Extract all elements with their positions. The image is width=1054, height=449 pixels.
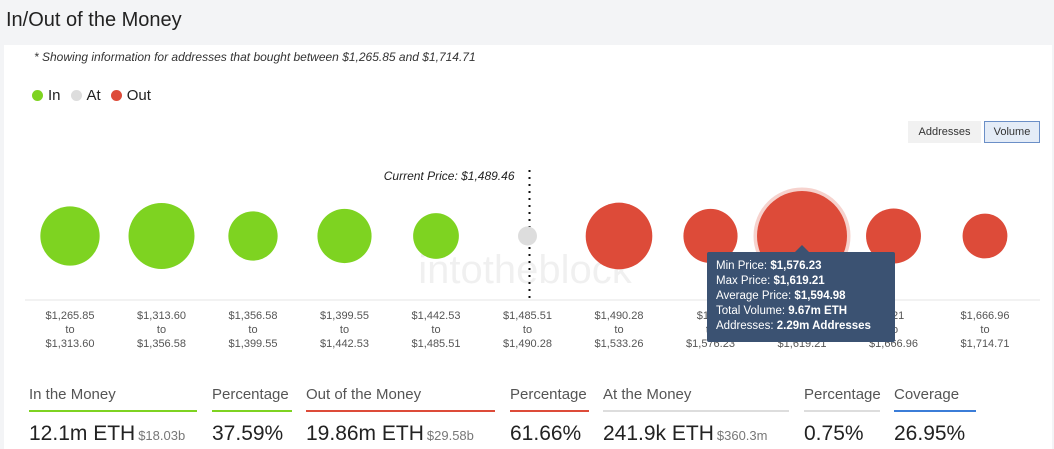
legend-in-label: In [48,87,61,104]
range-note: * Showing information for addresses that… [34,50,476,64]
bucket-label-to-word: to [614,324,623,336]
bucket-label-to-word: to [65,324,74,336]
bubble-out [683,208,738,264]
volume-toggle-button[interactable]: Volume [984,121,1040,143]
legend-item-at[interactable]: At [70,87,101,104]
bucket-label-to: $1,313.60 [46,338,95,350]
bucket-label-to: $1,485.51 [412,338,461,350]
bucket-label-from: $1,666.96 [961,310,1010,322]
bucket-label-to-word: to [248,324,257,336]
legend-at-label: At [86,87,101,104]
tooltip-row-max-price: Max Price: $1,619.21 [716,275,825,287]
bubble-in [128,203,195,269]
stat-value: 26.95% [894,422,966,445]
stat-bar [510,410,589,412]
bubble-out [962,213,1008,259]
bubble-in [40,206,100,266]
stat-bar [603,410,789,412]
bucket-label-to: $1,533.26 [595,338,644,350]
stat-bar [212,410,292,412]
bubble-in [317,208,372,264]
bucket-label-from: $1,490.28 [595,310,644,322]
stat-value: 61.66% [510,422,582,445]
stat-label: Percentage [510,386,587,403]
stat-in-the-money: In the Money 12.1m ETH $18.03b [29,386,197,446]
stat-out-of-the-money: Out of the Money 19.86m ETH $29.58b [306,386,495,446]
stat-label: Coverage [894,386,960,403]
tooltip-row-average-price: Average Price: $1,594.98 [716,290,846,302]
bucket-label-from: $1,442.53 [412,310,461,322]
stat-coverage: Coverage 26.95% [894,386,976,446]
stat-bar [894,410,976,412]
bucket-label-to: $1,356.58 [137,338,186,350]
bucket-label-to: $1,714.71 [961,338,1010,350]
stat-bar [804,410,880,412]
page-title: In/Out of the Money [6,9,182,31]
legend-at-dot [70,90,82,101]
stat-label: In the Money [29,386,116,403]
stat-label: Percentage [804,386,881,403]
bubble-out [866,208,921,264]
stat-at-the-money: At the Money 241.9k ETH $360.3m [603,386,789,446]
tooltip-row-total-volume: Total Volume: 9.67m ETH [716,305,848,317]
legend-out-label: Out [126,87,151,104]
addresses-toggle-button[interactable]: Addresses [908,121,981,143]
bubble-out [585,202,653,270]
legend-item-out[interactable]: Out [110,87,151,104]
bucket-label-from: $1,485.51 [503,310,552,322]
stat-in-percentage: Percentage 37.59% [212,386,292,446]
bubble-in [413,213,459,259]
stat-value: 241.9k ETH $360.3m [603,422,768,445]
bubble-at [518,226,537,246]
bucket-label-to-word: to [157,324,166,336]
bucket-tooltip: Min Price: $1,576.23 Max Price: $1,619.2… [707,252,895,342]
stat-label: Percentage [212,386,289,403]
bucket-label-to: $1,442.53 [320,338,369,350]
bucket-label-to-word: to [431,324,440,336]
bubble-in [228,211,278,261]
bucket-label-to: $1,399.55 [229,338,278,350]
stat-out-percentage: Percentage 61.66% [510,386,589,446]
stat-at-percentage: Percentage 0.75% [804,386,881,446]
bucket-label-to: $1,490.28 [503,338,552,350]
legend: In At Out [32,87,151,104]
bucket-label-from: $1,399.55 [320,310,369,322]
stat-bar [306,410,495,412]
tooltip-row-addresses: Addresses: 2.29m Addresses [716,320,871,332]
legend-in-dot [32,90,43,101]
bucket-label-to-word: to [523,324,532,336]
bucket-label-to-word: to [980,324,989,336]
tooltip-arrow [795,245,809,252]
bucket-label-from: $1,313.60 [137,310,186,322]
current-price-label: Current Price: $1,489.46 [384,169,515,183]
bucket-label-from: $1,356.58 [229,310,278,322]
stat-value: 19.86m ETH $29.58b [306,422,474,445]
stat-value: 37.59% [212,422,284,445]
bucket-label-to-word: to [340,324,349,336]
legend-out-dot [110,90,122,101]
stat-value: 0.75% [804,422,864,445]
tooltip-row-min-price: Min Price: $1,576.23 [716,260,822,272]
stat-bar [29,410,197,412]
stat-label: At the Money [603,386,692,403]
stat-value: 12.1m ETH $18.03b [29,422,186,445]
legend-item-in[interactable]: In [32,87,61,104]
stat-label: Out of the Money [306,386,422,403]
bucket-label-from: $1,265.85 [46,310,95,322]
